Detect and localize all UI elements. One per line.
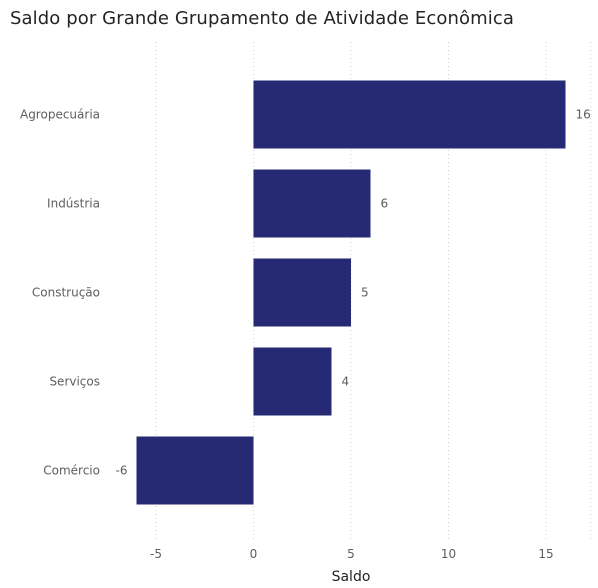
bar[interactable] [253,347,332,416]
category-label: Serviços [49,375,100,389]
x-tick-label: 10 [441,547,456,561]
bar[interactable] [136,436,254,505]
x-tick-label: 5 [347,547,355,561]
category-labels: Agropecuária Indústria Construção Serviços C… [20,108,100,478]
bar[interactable] [253,169,371,238]
bar[interactable] [253,258,352,327]
data-label: 4 [342,375,350,389]
x-tick-label: -5 [150,547,162,561]
data-label: 6 [381,197,389,211]
x-tick-label: 15 [538,547,553,561]
chart-title: Saldo por Grande Grupamento de Atividade… [10,8,514,29]
bar[interactable] [253,80,566,149]
x-tick-label: 0 [250,547,258,561]
data-label: 5 [361,286,369,300]
category-label: Construção [32,286,100,300]
category-label: Indústria [47,197,100,211]
category-label: Agropecuária [20,108,100,122]
data-label: 16 [576,108,591,122]
category-label: Comércio [43,464,100,478]
bars [136,80,566,505]
x-axis-title: Saldo [332,569,371,585]
data-label: -6 [116,464,128,478]
x-axis-ticks: -5 0 5 10 15 [150,547,554,561]
data-labels: 16 6 5 4 -6 [116,108,591,478]
